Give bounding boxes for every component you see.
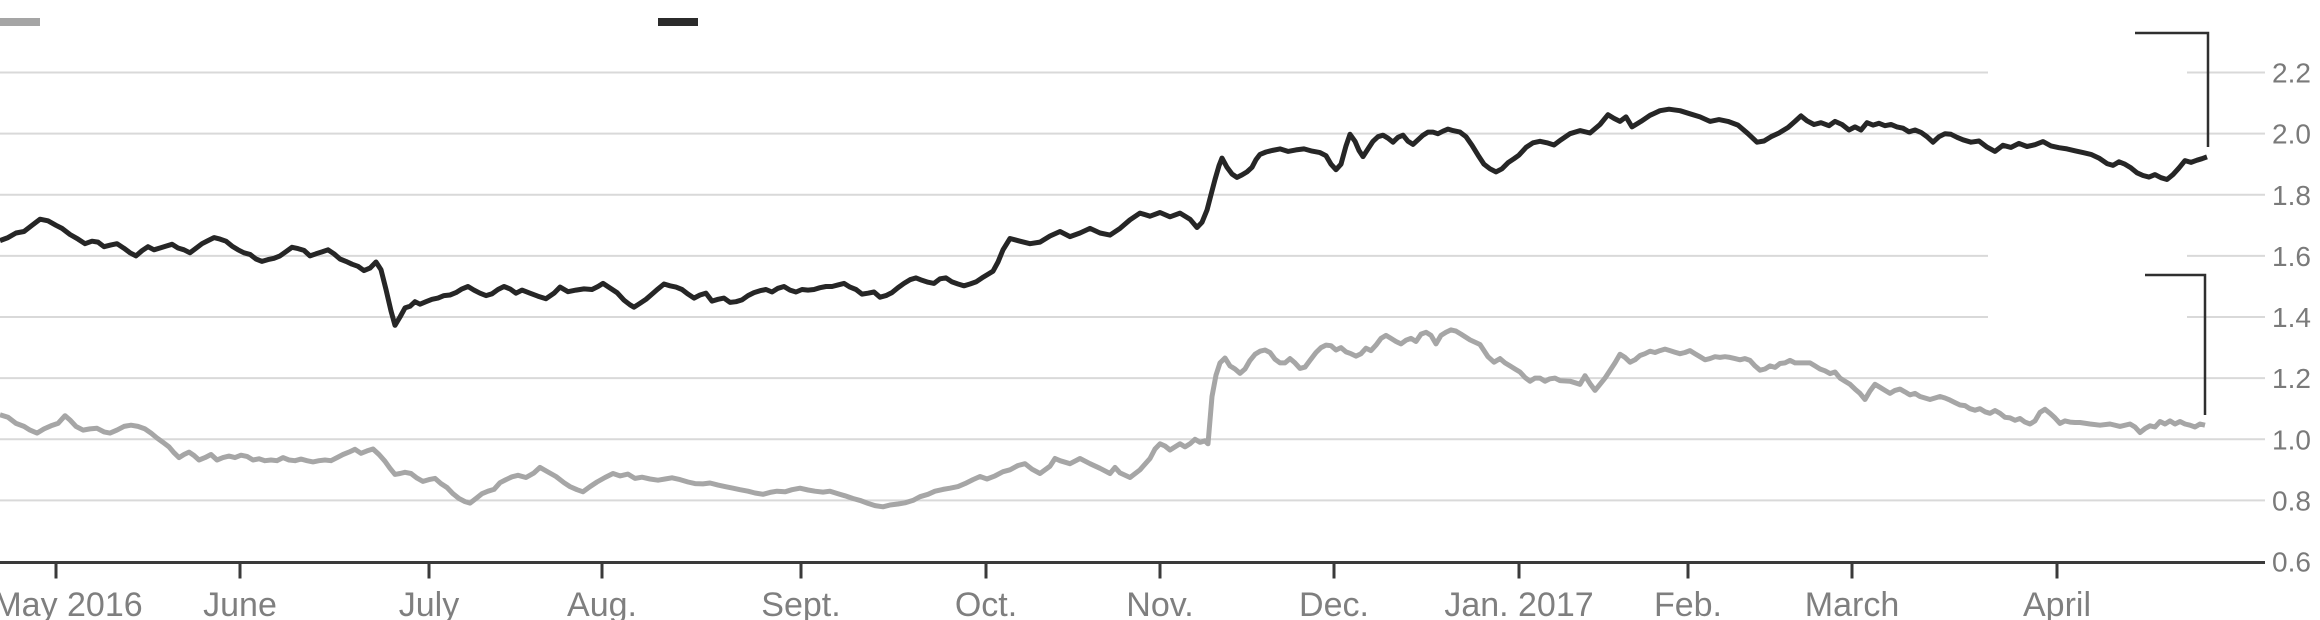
end-value-bracket-black <box>2135 31 2210 147</box>
y-axis-label: 1.2 <box>2272 363 2311 394</box>
x-axis-label: March <box>1805 586 1899 620</box>
series-line-black <box>0 106 2208 328</box>
y-axis-labels: 2.2 2.0 1.8 1.6 1.4 1.2 1.0 0.8 0.6 <box>2272 58 2311 578</box>
series-line-gray <box>0 327 2206 510</box>
gridlines <box>0 71 2265 502</box>
x-axis-label: Sept. <box>761 586 840 620</box>
y-axis-label: 0.6 <box>2272 547 2311 578</box>
x-axis-label: May 2016 <box>0 586 143 620</box>
y-axis-label: 2.2 <box>2272 58 2311 89</box>
x-axis-label: Jan. 2017 <box>1444 586 1593 620</box>
x-axis-label: Aug. <box>567 586 637 620</box>
x-axis-labels: May 2016 June July Aug. Sept. Oct. Nov. Dec. Jan… <box>0 586 2091 620</box>
legend-swatch-black-series-key <box>658 18 698 26</box>
x-axis-label: Dec. <box>1299 586 1369 620</box>
y-axis-label: 1.0 <box>2272 424 2311 455</box>
y-axis-label: 1.4 <box>2272 302 2311 333</box>
end-value-bracket-gray <box>2145 273 2207 415</box>
x-axis-label: Nov. <box>1126 586 1193 620</box>
y-axis-label: 1.6 <box>2272 241 2311 272</box>
y-axis-label: 2.0 <box>2272 119 2311 150</box>
legend-swatch-gray-series-key <box>0 18 40 26</box>
x-axis-ticks <box>54 562 2059 579</box>
y-axis-label: 0.8 <box>2272 485 2311 516</box>
x-axis-label: April <box>2023 586 2091 620</box>
x-axis-label: June <box>203 586 277 620</box>
x-axis-label: Oct. <box>955 586 1017 620</box>
x-axis-label: Feb. <box>1654 586 1722 620</box>
legend <box>0 18 698 26</box>
x-axis-label: July <box>399 586 459 620</box>
end-value-brackets <box>2135 31 2210 415</box>
series-lines <box>0 106 2208 510</box>
y-axis-label: 1.8 <box>2272 180 2311 211</box>
